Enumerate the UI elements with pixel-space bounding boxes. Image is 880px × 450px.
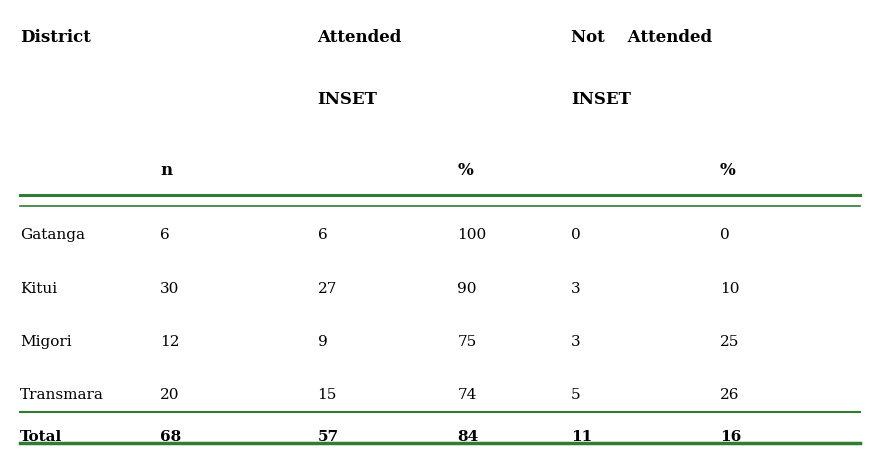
Text: 16: 16	[720, 430, 741, 444]
Text: 90: 90	[458, 282, 477, 296]
Text: 6: 6	[160, 229, 170, 243]
Text: Transmara: Transmara	[20, 388, 104, 402]
Text: Migori: Migori	[20, 335, 72, 349]
Text: 11: 11	[571, 430, 592, 444]
Text: INSET: INSET	[318, 91, 378, 108]
Text: 3: 3	[571, 282, 581, 296]
Text: n: n	[160, 162, 172, 179]
Text: 5: 5	[571, 388, 581, 402]
Text: Kitui: Kitui	[20, 282, 57, 296]
Text: 84: 84	[458, 430, 479, 444]
Text: 3: 3	[571, 335, 581, 349]
Text: Not    Attended: Not Attended	[571, 29, 712, 46]
Text: 68: 68	[160, 430, 181, 444]
Text: 100: 100	[458, 229, 487, 243]
Text: 6: 6	[318, 229, 327, 243]
Text: 27: 27	[318, 282, 337, 296]
Text: 10: 10	[720, 282, 739, 296]
Text: 12: 12	[160, 335, 180, 349]
Text: Gatanga: Gatanga	[20, 229, 85, 243]
Text: %: %	[458, 162, 473, 179]
Text: District: District	[20, 29, 92, 46]
Text: 25: 25	[720, 335, 739, 349]
Text: 9: 9	[318, 335, 327, 349]
Text: 15: 15	[318, 388, 337, 402]
Text: 74: 74	[458, 388, 477, 402]
Text: Total: Total	[20, 430, 62, 444]
Text: 26: 26	[720, 388, 739, 402]
Text: 20: 20	[160, 388, 180, 402]
Text: 0: 0	[571, 229, 581, 243]
Text: 75: 75	[458, 335, 477, 349]
Text: 30: 30	[160, 282, 180, 296]
Text: %: %	[720, 162, 736, 179]
Text: Attended: Attended	[318, 29, 402, 46]
Text: 0: 0	[720, 229, 730, 243]
Text: 57: 57	[318, 430, 339, 444]
Text: INSET: INSET	[571, 91, 631, 108]
